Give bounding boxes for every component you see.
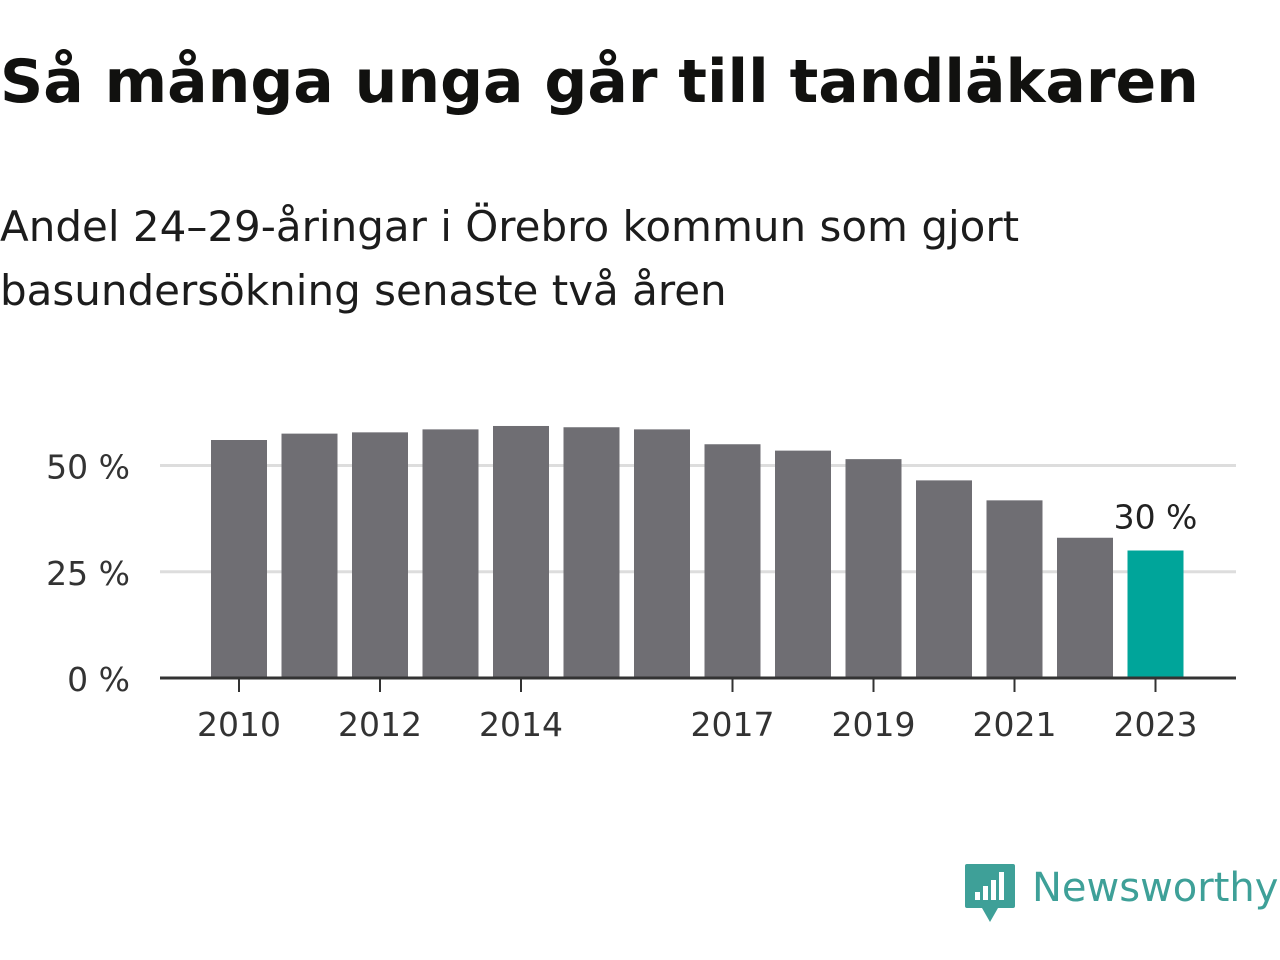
newsworthy-logo-icon (965, 864, 1015, 922)
x-tick-label: 2012 (338, 705, 422, 744)
bar-2018 (775, 450, 831, 678)
bar-2016 (634, 429, 690, 678)
bar-2014 (493, 425, 549, 678)
y-tick-label: 25 % (46, 554, 130, 593)
bar-2017 (704, 444, 761, 678)
bar-2013 (422, 429, 479, 678)
bar-2019 (845, 459, 902, 678)
bar-chart: 0 % 25 % 50 % 2010 2012 2014 2017 2019 2021 2023 3… (46, 425, 1236, 745)
labels: 0 % 25 % 50 % 2010 2012 2014 2017 2019 2021 2023 3… (46, 448, 1197, 745)
bar-2010 (211, 440, 267, 678)
chart-subtitle: Andel 24–29-åringar i Örebro kommun som … (0, 202, 1020, 315)
x-tick-label: 2023 (1114, 705, 1198, 744)
x-tick-label: 2017 (691, 705, 775, 744)
y-tick-label: 0 % (67, 660, 130, 699)
bar-2020 (916, 480, 972, 678)
bar-2015 (563, 427, 620, 678)
brand-name: Newsworthy (1032, 865, 1279, 911)
gridlines (160, 464, 1236, 574)
bar-2011 (281, 433, 338, 678)
x-tick-label: 2014 (479, 705, 563, 744)
brand-logo: Newsworthy (964, 862, 1278, 926)
bar-2021 (986, 500, 1043, 678)
x-tick-label: 2019 (832, 705, 916, 744)
bar-2012 (352, 432, 408, 678)
bar-2022 (1057, 537, 1113, 678)
axes (160, 676, 1236, 692)
bar-2023 (1127, 550, 1184, 678)
chart-title: Så många unga går till tandläkaren (0, 47, 1199, 117)
data-label-2023: 30 % (1114, 498, 1198, 537)
y-tick-label: 50 % (46, 448, 130, 487)
bars (211, 425, 1184, 678)
x-tick-label: 2010 (197, 705, 281, 744)
x-tick-label: 2021 (973, 705, 1057, 744)
